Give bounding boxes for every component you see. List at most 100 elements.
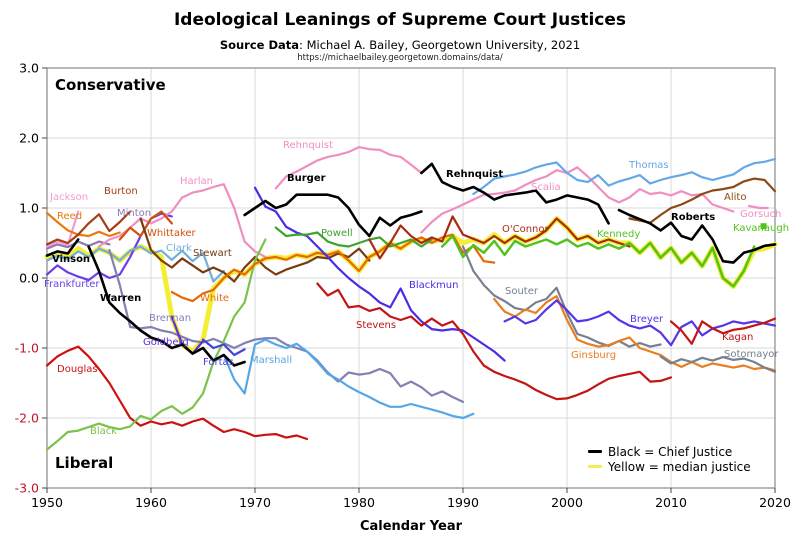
- legend-chief-label: Black = Chief Justice: [608, 444, 733, 459]
- label-roberts: Roberts: [671, 212, 715, 223]
- x-tick-label: 1970: [239, 495, 271, 510]
- series-kennedy-line: [440, 234, 756, 288]
- series-stewart-line: [139, 217, 371, 283]
- series-clark-line: [45, 245, 225, 283]
- label-burton: Burton: [104, 186, 138, 197]
- series-kavanaugh-point-marker: [760, 223, 767, 230]
- label-kavanaugh: Kavanaugh: [733, 223, 789, 234]
- series-sotomayor-line: [659, 355, 777, 373]
- label-warren: Warren: [100, 293, 141, 304]
- y-tick-label: -1.0: [15, 341, 39, 356]
- label-whittaker: Whittaker: [147, 228, 197, 239]
- label-goldberg: Goldberg: [143, 337, 189, 348]
- label-frankfurter: Frankfurter: [44, 279, 100, 290]
- x-tick-label: 1980: [343, 495, 375, 510]
- label-burger: Burger: [287, 173, 326, 184]
- label-gorsuch: Gorsuch: [740, 209, 781, 220]
- series-gorsuch-line: [747, 204, 769, 210]
- subtitle-source-text: : Michael A. Bailey, Georgetown Universi…: [299, 38, 581, 52]
- label-oconnor: O'Connor: [502, 224, 550, 235]
- label-sotomayor: Sotomayor: [724, 349, 779, 360]
- source-url: https://michaelbailey.georgetown.domains…: [297, 53, 503, 63]
- series-stevens-line: [316, 282, 673, 401]
- label-vinson: Vinson: [52, 254, 90, 265]
- x-tick-label: 1990: [447, 495, 479, 510]
- median-justice-line-swatch: [588, 465, 602, 468]
- label-marshall: Marshall: [250, 355, 292, 366]
- y-tick-label: -3.0: [15, 481, 39, 496]
- y-tick-label: -2.0: [15, 411, 39, 426]
- x-tick-label: 2020: [759, 495, 791, 510]
- label-white: White: [200, 293, 229, 304]
- y-tick-label: 0.0: [19, 271, 39, 286]
- chart-title: Ideological Leanings of Supreme Court Ju…: [173, 10, 627, 30]
- series-souter-line: [461, 245, 662, 348]
- label-brennan: Brennan: [149, 313, 191, 324]
- label-souter: Souter: [505, 286, 539, 297]
- label-powell: Powell: [321, 228, 353, 239]
- legend-median-label: Yellow = median justice: [608, 459, 751, 474]
- series-black-line: [45, 238, 267, 451]
- label-rehnquist-assoc: Rehnquist: [283, 140, 333, 151]
- label-scalia: Scalia: [531, 182, 561, 193]
- label-clark: Clark: [166, 243, 192, 254]
- series-scalia-line: [420, 166, 735, 234]
- series-alito-line: [628, 177, 777, 224]
- label-jackson: Jackson: [49, 192, 88, 203]
- series-ginsburg-line: [493, 295, 777, 372]
- series-blackmun-line: [253, 186, 506, 362]
- series-kagan-line: [669, 317, 777, 345]
- label-stewart: Stewart: [193, 248, 232, 259]
- series-thomas-line: [472, 157, 777, 196]
- x-tick-label: 2000: [551, 495, 583, 510]
- series-roberts-line: [617, 208, 777, 264]
- series-fortas-line: [201, 338, 246, 357]
- x-tick-label: 1950: [31, 495, 63, 510]
- chief-justice-line-swatch: [588, 450, 602, 453]
- label-reed: Reed: [57, 211, 82, 222]
- label-black: Black: [90, 426, 117, 437]
- label-blackmun: Blackmun: [409, 280, 458, 291]
- subtitle-source-label: Source Data: [219, 38, 300, 52]
- chart-subtitle: Source Data: Michael A. Bailey, Georgeto…: [0, 38, 800, 52]
- series-burger-line: [243, 193, 423, 238]
- label-kagan: Kagan: [722, 332, 753, 343]
- series-rehnquist-chief-line: [420, 162, 610, 225]
- label-breyer: Breyer: [630, 314, 664, 325]
- label-minton: Minton: [117, 208, 151, 219]
- conservative-annotation: Conservative: [55, 76, 166, 94]
- series-breyer-line: [503, 299, 777, 347]
- series-warren-line: [87, 245, 246, 367]
- label-fortas: Fortas: [203, 357, 234, 368]
- series-rehnquist-assoc-line: [274, 146, 423, 190]
- label-douglas: Douglas: [57, 364, 98, 375]
- label-stevens: Stevens: [356, 320, 396, 331]
- series-whittaker-line: [118, 210, 173, 241]
- series-reed-line: [45, 211, 121, 238]
- series-marshall-line: [222, 338, 475, 420]
- liberal-annotation: Liberal: [55, 454, 114, 472]
- series-brennan-line: [108, 248, 465, 403]
- y-tick-label: 3.0: [19, 61, 39, 76]
- x-axis-title: Calendar Year: [359, 519, 463, 534]
- label-alito: Alito: [724, 192, 746, 203]
- legend-row-median: Yellow = median justice: [588, 459, 751, 474]
- y-tick-label: 2.0: [19, 131, 39, 146]
- series-douglas-line: [45, 345, 309, 441]
- legend-row-chief: Black = Chief Justice: [588, 444, 751, 459]
- series-jackson-line: [45, 210, 80, 248]
- label-rehnquist-chief: Rehnquist: [446, 169, 503, 180]
- label-kennedy: Kennedy: [597, 229, 640, 240]
- x-tick-label: 2010: [655, 495, 687, 510]
- series-white-line: [170, 233, 496, 303]
- series-oconnor-line: [368, 215, 631, 260]
- x-tick-label: 1960: [135, 495, 167, 510]
- series-burton-line: [45, 210, 132, 246]
- series-vinson-line: [45, 238, 80, 257]
- label-harlan: Harlan: [180, 176, 213, 187]
- legend: Black = Chief Justice Yellow = median ju…: [588, 445, 751, 475]
- label-thomas: Thomas: [628, 160, 669, 171]
- y-tick-label: 1.0: [19, 201, 39, 216]
- label-ginsburg: Ginsburg: [571, 350, 616, 361]
